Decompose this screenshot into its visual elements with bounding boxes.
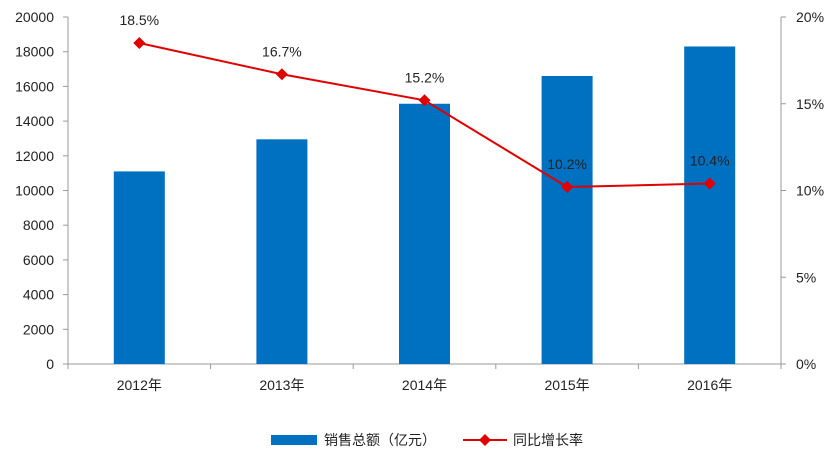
data-labels: 18.5% 16.7% 15.2% 10.2% 10.4% [119,12,729,172]
line-point [275,68,288,81]
bar-series [113,46,736,365]
category-label: 2012年 [117,377,162,393]
category-label: 2015年 [545,377,590,393]
legend-bar-swatch [271,435,317,445]
left-tick-label: 2000 [23,321,54,337]
left-axis-ticks: 0 2000 4000 6000 8000 10000 12000 14000 16000 180… [15,9,68,372]
data-label: 10.2% [547,156,587,172]
data-label: 10.4% [690,153,730,169]
line-point [703,177,716,190]
right-tick-label: 15% [796,96,824,112]
category-label: 2014年 [402,377,447,393]
line-series [133,37,716,194]
left-tick-label: 14000 [15,113,54,129]
legend-bar-label: 销售总额（亿元） [324,433,436,449]
left-tick-label: 18000 [15,44,54,60]
left-tick-label: 10000 [15,183,54,199]
left-tick-label: 6000 [23,252,54,268]
left-tick-label: 4000 [23,287,54,303]
left-tick-label: 8000 [23,217,54,233]
data-label: 18.5% [119,12,159,28]
left-tick-label: 0 [46,356,54,372]
right-axis-ticks: 0% 5% 10% 15% 20% [781,9,824,372]
data-label: 16.7% [262,43,302,59]
bar [541,75,593,365]
legend-line-label: 同比增长率 [513,432,583,449]
legend-line-marker [479,434,491,446]
plot-area: 0 2000 4000 6000 8000 10000 12000 14000 16000 180… [15,9,824,393]
legend: 销售总额（亿元） 同比增长率 [271,432,583,449]
category-label: 2016年 [687,377,732,393]
right-tick-label: 10% [796,183,824,199]
bar [256,139,308,364]
line-point [418,94,431,107]
left-tick-label: 16000 [15,78,54,94]
left-tick-label: 20000 [15,9,54,25]
right-tick-label: 0% [796,356,816,372]
right-tick-label: 5% [796,269,816,285]
left-tick-label: 12000 [15,148,54,164]
bar [684,46,736,365]
category-label: 2013年 [259,377,304,393]
bar [399,103,450,364]
bar [113,171,165,364]
right-tick-label: 20% [796,9,824,25]
category-labels: 2012年 2013年 2014年 2015年 2016年 [67,364,782,393]
line-point [133,37,146,50]
line-point [561,181,574,194]
data-label: 15.2% [405,69,445,85]
